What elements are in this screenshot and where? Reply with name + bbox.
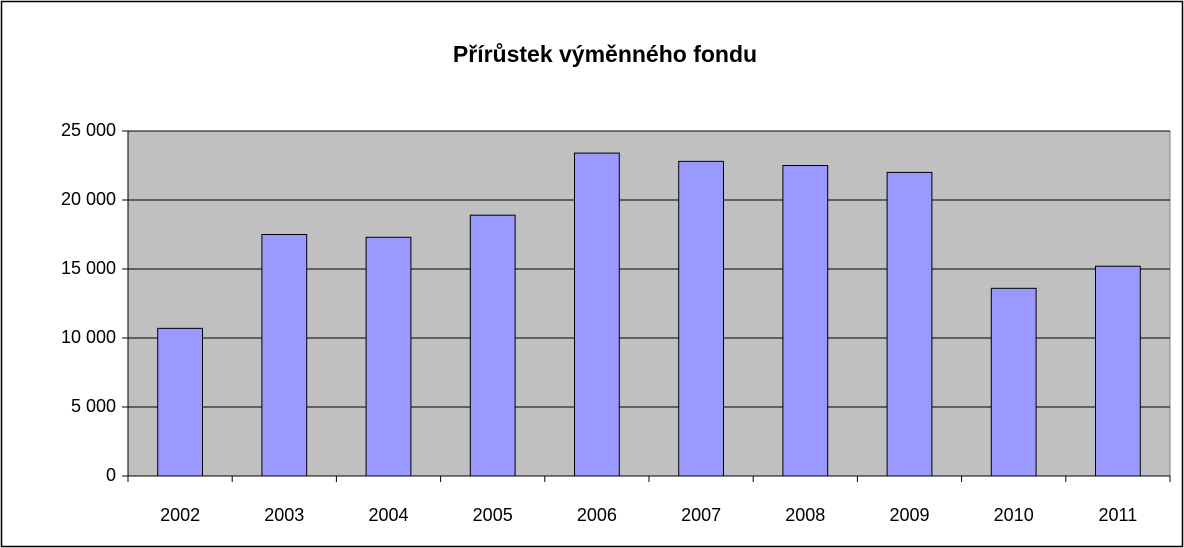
y-tick-label: 25 000 (61, 120, 116, 140)
x-tick-label: 2004 (368, 505, 408, 525)
chart-title: Přírůstek výměnného fondu (453, 41, 757, 67)
x-tick-label: 2009 (889, 505, 929, 525)
bar (157, 327, 204, 477)
x-tick-label: 2003 (264, 505, 304, 525)
bar (1094, 265, 1141, 477)
bar (469, 214, 516, 477)
y-tick-label: 20 000 (61, 189, 116, 209)
x-tick-label: 2005 (473, 505, 513, 525)
bar (678, 160, 725, 477)
bar (886, 171, 933, 477)
y-tick-label: 10 000 (61, 327, 116, 347)
bar (261, 234, 308, 477)
x-tick-label: 2010 (994, 505, 1034, 525)
x-tick-label: 2007 (681, 505, 721, 525)
x-tick-label: 2011 (1099, 505, 1138, 525)
y-tick-label: 0 (106, 465, 116, 485)
y-tick-label: 5 000 (71, 396, 116, 416)
x-tick-label: 2002 (160, 505, 200, 525)
x-tick-label: 2008 (785, 505, 825, 525)
bar (990, 287, 1037, 477)
bar (365, 236, 412, 477)
bar (573, 152, 620, 477)
x-tick-label: 2006 (577, 505, 617, 525)
bar (782, 165, 829, 477)
y-tick-label: 15 000 (61, 258, 116, 278)
